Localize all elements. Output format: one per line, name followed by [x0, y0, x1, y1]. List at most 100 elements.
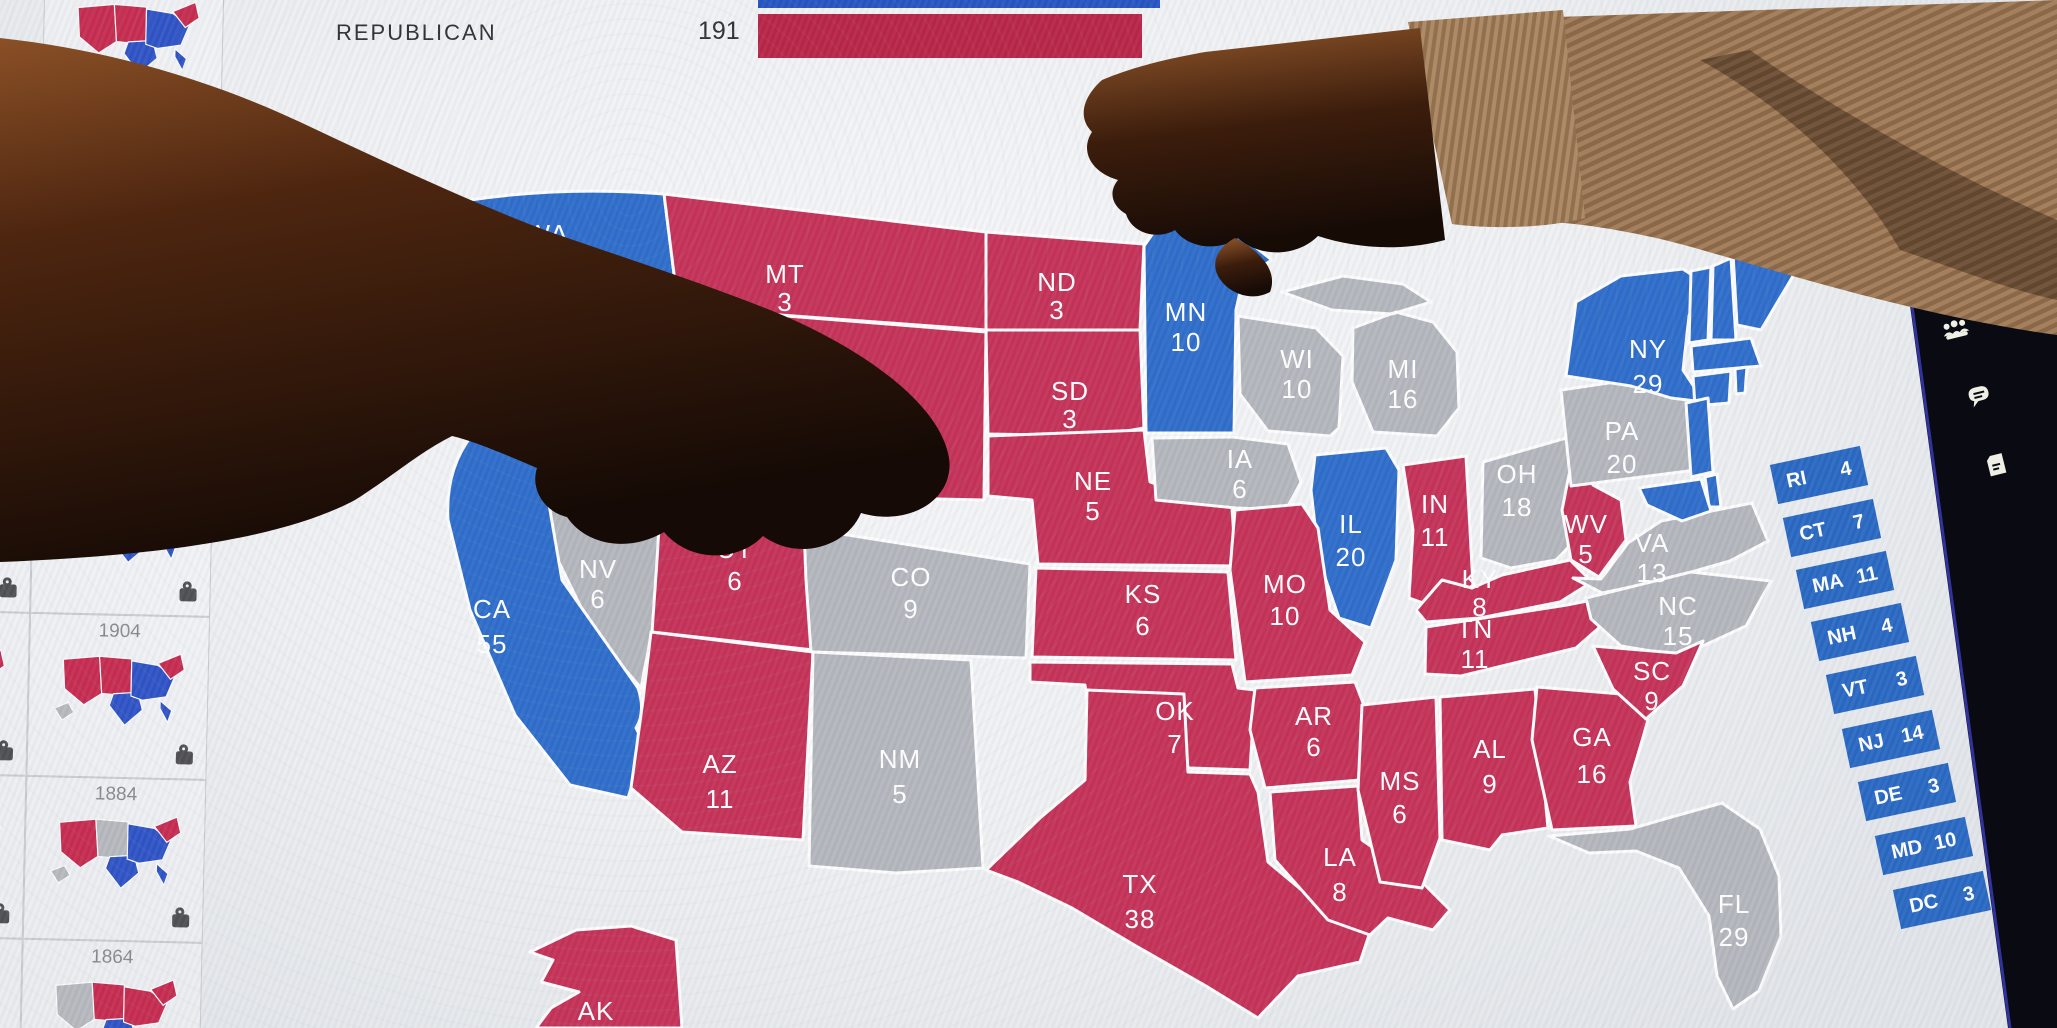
history-cell-partial[interactable]	[0, 445, 34, 613]
state-label: TX	[1122, 869, 1157, 899]
chip-votes: 3	[1961, 881, 1977, 906]
chip-vt[interactable]: VT 3	[1825, 655, 1925, 715]
state-label: WY	[808, 416, 852, 446]
history-cell-partial[interactable]	[0, 282, 38, 450]
chip-nj[interactable]: NJ 14	[1841, 709, 1941, 769]
state-ri[interactable]	[1733, 365, 1749, 396]
state-label: OK	[1155, 696, 1195, 726]
state-label: AZ	[702, 749, 737, 779]
history-cell[interactable]	[30, 449, 214, 617]
lock-icon	[0, 584, 17, 598]
lock-icon	[190, 99, 208, 113]
history-cell-1884[interactable]: 1884	[22, 775, 207, 943]
state-votes: 11	[1421, 522, 1450, 552]
state-nj[interactable]	[1684, 396, 1715, 479]
state-votes: 8	[1332, 877, 1347, 907]
state-wy[interactable]	[736, 310, 988, 514]
history-cell-1904[interactable]: 1904	[26, 612, 211, 780]
state-label: MI	[1388, 354, 1419, 384]
state-ks[interactable]	[1030, 566, 1238, 662]
state-ma[interactable]	[1689, 336, 1763, 374]
chip-dc[interactable]: DC 3	[1892, 870, 1992, 930]
history-cell-partial[interactable]	[0, 119, 42, 287]
state-me[interactable]	[1731, 233, 1798, 332]
state-votes: 6	[727, 566, 742, 596]
chip-abbr: NJ	[1856, 729, 1886, 757]
lock-icon	[172, 914, 190, 928]
history-cell[interactable]	[33, 286, 218, 454]
state-votes: 6	[1392, 799, 1407, 829]
state-label: FL	[1718, 889, 1750, 919]
chip-votes: 4	[1838, 456, 1854, 481]
state-label: WV	[1564, 509, 1608, 539]
state-label: MS	[1380, 766, 1421, 796]
chip-md[interactable]: MD 10	[1874, 816, 1974, 876]
history-cell-partial[interactable]	[0, 934, 23, 1028]
history-sidebar: 1904 1884 1864	[0, 0, 250, 1028]
state-ms[interactable]	[1356, 695, 1442, 890]
state-votes: 10	[1282, 374, 1313, 404]
state-nh[interactable]	[1709, 256, 1738, 342]
state-votes: 3	[1049, 295, 1064, 325]
state-la[interactable]	[1268, 784, 1452, 937]
state-sc[interactable]	[1591, 639, 1705, 721]
chip-votes: 4	[1879, 613, 1895, 638]
state-votes: 15	[1663, 621, 1694, 651]
history-cell-partial[interactable]	[0, 608, 31, 776]
year-label: 1884	[94, 783, 138, 806]
state-votes: 10	[1171, 327, 1202, 357]
state-label: IA	[1227, 444, 1254, 474]
state-md[interactable]	[1637, 477, 1713, 523]
state-ak[interactable]	[528, 924, 684, 1028]
state-votes: 29	[1633, 369, 1664, 399]
chip-votes: 3	[1926, 773, 1942, 798]
democrat-total-bar	[758, 0, 1160, 8]
lock-icon	[0, 747, 14, 761]
state-votes: 6	[1306, 732, 1321, 762]
state-label: IN	[1421, 489, 1449, 519]
state-label: UT	[717, 534, 754, 564]
state-tn[interactable]	[1423, 594, 1619, 678]
state-vt[interactable]	[1687, 265, 1713, 345]
state-label: KS	[1125, 579, 1162, 609]
reset-map-button[interactable]	[1097, 75, 1145, 123]
state-il[interactable]	[1309, 446, 1401, 630]
chip-abbr: VT	[1840, 675, 1870, 703]
history-cell[interactable]	[37, 123, 222, 292]
chip-nh[interactable]: NH 4	[1810, 602, 1910, 662]
history-cell-partial[interactable]	[0, 771, 27, 939]
state-label: AK	[578, 996, 615, 1026]
state-votes: 9	[1644, 686, 1659, 716]
state-ct[interactable]	[1691, 369, 1733, 408]
state-wi[interactable]	[1236, 314, 1345, 438]
state-votes: 3	[822, 446, 837, 476]
state-mo[interactable]	[1228, 502, 1367, 684]
state-ky[interactable]	[1414, 558, 1594, 624]
history-cell-1864[interactable]: 1864	[19, 938, 203, 1028]
state-votes: 5	[892, 779, 907, 809]
lock-icon	[0, 910, 10, 924]
state-label: CO	[891, 562, 932, 592]
chip-abbr: MA	[1810, 569, 1846, 598]
state-al[interactable]	[1438, 687, 1550, 852]
lock-icon	[183, 425, 201, 439]
chip-abbr: CT	[1797, 518, 1828, 546]
state-nm[interactable]	[807, 650, 985, 875]
chip-ma[interactable]: MA 11	[1795, 550, 1895, 610]
state-co[interactable]	[802, 526, 1032, 660]
chip-de[interactable]: DE 3	[1857, 762, 1957, 822]
state-nc[interactable]	[1584, 570, 1773, 658]
state-label: AL	[1473, 734, 1507, 764]
state-votes: 20	[1607, 449, 1638, 479]
year-label: 1904	[98, 620, 142, 643]
state-ia[interactable]	[1150, 435, 1303, 512]
state-fl[interactable]	[1547, 801, 1783, 1011]
lock-icon	[3, 421, 21, 435]
state-label: LA	[1323, 842, 1357, 872]
state-tx[interactable]	[984, 688, 1372, 1020]
state-votes: 11	[1461, 644, 1490, 674]
state-votes: 29	[1719, 922, 1750, 952]
history-cell[interactable]	[41, 0, 225, 129]
state-label: OH	[1497, 459, 1538, 489]
